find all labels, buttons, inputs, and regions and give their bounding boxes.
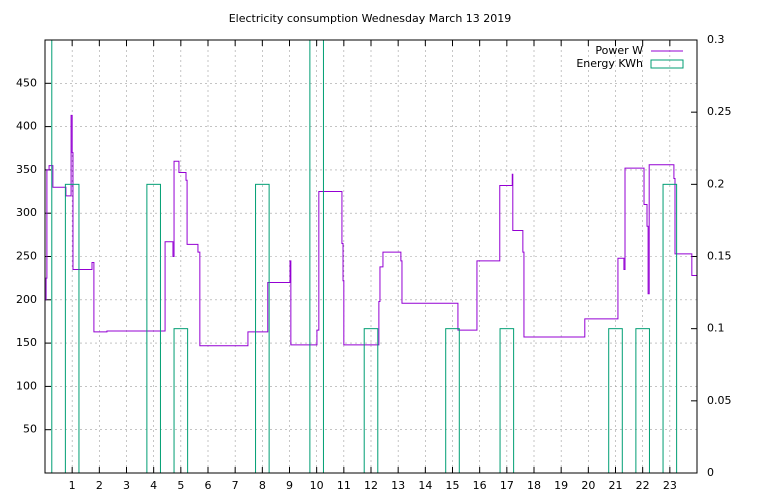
x-tick-label: 4 <box>150 479 157 492</box>
x-tick-label: 21 <box>609 479 623 492</box>
x-tick-label: 11 <box>337 479 351 492</box>
x-tick-label: 6 <box>205 479 212 492</box>
legend-swatch <box>650 59 684 69</box>
energy-box <box>45 40 53 473</box>
y-tick-label: 400 <box>16 120 37 133</box>
x-tick-label: 16 <box>473 479 487 492</box>
energy-box <box>309 40 324 473</box>
power-line <box>45 114 697 347</box>
y-tick-label: 300 <box>16 206 37 219</box>
y2-tick-label: 0 <box>707 466 714 479</box>
x-tick-label: 5 <box>177 479 184 492</box>
y2-tick-label: 0.3 <box>707 33 725 46</box>
x-tick-label: 7 <box>232 479 239 492</box>
x-tick-label: 2 <box>96 479 103 492</box>
y-tick-label: 200 <box>16 293 37 306</box>
y2-tick-label: 0.15 <box>707 250 732 263</box>
y-tick-label: 350 <box>16 163 37 176</box>
x-tick-label: 13 <box>391 479 405 492</box>
x-tick-label: 10 <box>310 479 324 492</box>
x-tick-label: 20 <box>581 479 595 492</box>
y-tick-label: 450 <box>16 76 37 89</box>
x-tick-label: 1 <box>69 479 76 492</box>
y-tick-label: 250 <box>16 250 37 263</box>
y2-tick-label: 0.1 <box>707 322 725 335</box>
energy-box <box>255 183 270 473</box>
x-tick-label: 12 <box>364 479 378 492</box>
y2-tick-label: 0.2 <box>707 177 725 190</box>
x-tick-label: 15 <box>446 479 460 492</box>
x-tick-label: 3 <box>123 479 130 492</box>
y-tick-label: 150 <box>16 336 37 349</box>
x-tick-label: 14 <box>418 479 432 492</box>
y2-tick-label: 0.05 <box>707 394 732 407</box>
x-tick-label: 17 <box>500 479 514 492</box>
x-tick-label: 22 <box>636 479 650 492</box>
x-tick-label: 19 <box>554 479 568 492</box>
y-tick-label: 50 <box>23 423 37 436</box>
chart-title: Electricity consumption Wednesday March … <box>229 12 512 25</box>
plot-border <box>44 39 698 474</box>
energy-box <box>146 183 161 473</box>
x-tick-label: 23 <box>663 479 677 492</box>
x-tick-label: 8 <box>259 479 266 492</box>
x-tick-label: 18 <box>527 479 541 492</box>
legend-label: Energy KWh <box>576 57 643 70</box>
plot <box>45 40 697 473</box>
legend-label: Power W <box>595 44 643 57</box>
y2-tick-label: 0.25 <box>707 105 732 118</box>
x-tick-label: 9 <box>286 479 293 492</box>
y-tick-label: 100 <box>16 379 37 392</box>
